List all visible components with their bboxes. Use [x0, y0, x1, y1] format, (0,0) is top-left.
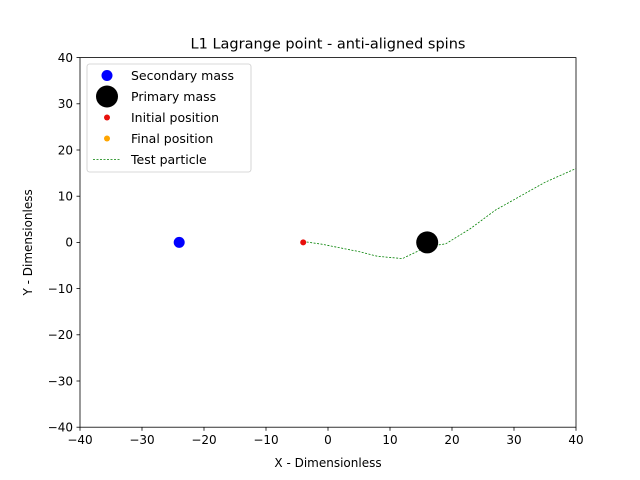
legend-marker-swatch — [101, 70, 113, 81]
primary-mass-marker — [416, 231, 439, 254]
x-tick-label: −40 — [67, 433, 92, 447]
x-tick-label: −30 — [129, 433, 154, 447]
x-tick-label: 10 — [382, 433, 397, 447]
legend-marker-swatch — [104, 135, 110, 142]
y-tick-label: 10 — [58, 190, 73, 204]
secondary-mass-marker — [173, 236, 185, 248]
y-tick-label: 40 — [58, 51, 73, 65]
legend-marker-swatch — [104, 114, 110, 121]
y-tick-label: 30 — [58, 97, 73, 111]
chart-title: L1 Lagrange point - anti-aligned spins — [191, 37, 466, 53]
legend-label: Initial position — [131, 110, 219, 125]
y-axis-label: Y - Dimensionless — [21, 189, 35, 296]
x-tick-label: −10 — [253, 433, 278, 447]
y-tick-label: −20 — [48, 328, 73, 342]
legend-label: Primary mass — [131, 89, 216, 104]
x-axis-label: X - Dimensionless — [274, 456, 381, 470]
plot-area — [173, 168, 577, 260]
y-tick-label: −10 — [48, 282, 73, 296]
test-particle-line — [303, 168, 577, 260]
legend-label: Final position — [131, 131, 213, 146]
y-tick-label: 0 — [65, 236, 73, 250]
x-axis-ticks: −40 −30 −20 −10 0 10 20 30 40 — [67, 427, 584, 447]
x-tick-label: 0 — [324, 433, 332, 447]
y-axis-ticks: −40 −30 −20 −10 0 10 20 30 40 — [48, 51, 80, 435]
y-tick-label: −40 — [48, 421, 73, 435]
legend-box — [86, 63, 252, 173]
y-tick-label: −30 — [48, 374, 73, 388]
initial-position-marker — [300, 239, 307, 246]
legend-marker-swatch — [96, 85, 118, 108]
x-tick-label: 30 — [506, 433, 521, 447]
x-tick-label: −20 — [191, 433, 216, 447]
legend-label: Secondary mass — [131, 68, 234, 83]
legend-label: Test particle — [130, 152, 207, 167]
legend: Secondary mass Primary mass Initial positi… — [86, 63, 252, 173]
x-tick-label: 40 — [568, 433, 583, 447]
y-tick-label: 20 — [58, 143, 73, 157]
x-tick-label: 20 — [444, 433, 459, 447]
